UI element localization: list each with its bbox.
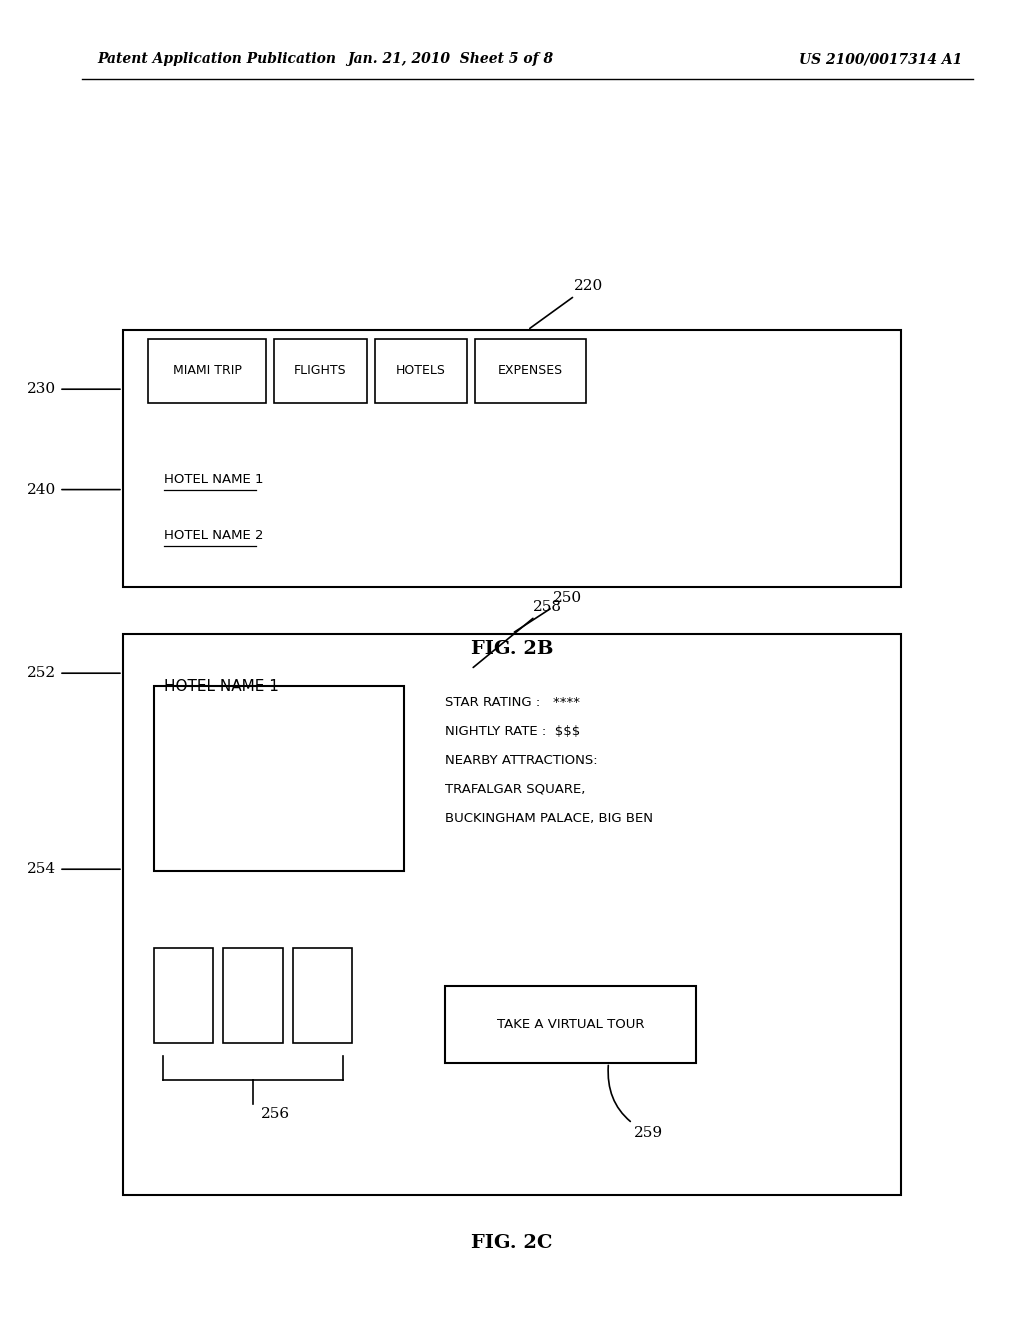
Text: NEARBY ATTRACTIONS:: NEARBY ATTRACTIONS: — [445, 754, 598, 767]
Bar — [274, 339, 367, 403]
Text: 256: 256 — [261, 1107, 290, 1121]
Text: FLIGHTS: FLIGHTS — [294, 364, 347, 378]
Text: 230: 230 — [28, 383, 120, 396]
Text: 254: 254 — [28, 862, 120, 876]
Text: HOTELS: HOTELS — [396, 364, 445, 378]
Text: TAKE A VIRTUAL TOUR: TAKE A VIRTUAL TOUR — [497, 1018, 645, 1031]
Text: 259: 259 — [608, 1065, 664, 1140]
Bar — [123, 634, 901, 1195]
Text: HOTEL NAME 1: HOTEL NAME 1 — [164, 473, 263, 486]
Text: TRAFALGAR SQUARE,: TRAFALGAR SQUARE, — [445, 783, 586, 796]
Text: US 2100/0017314 A1: US 2100/0017314 A1 — [799, 53, 962, 66]
Bar — [375, 339, 467, 403]
Text: Jan. 21, 2010  Sheet 5 of 8: Jan. 21, 2010 Sheet 5 of 8 — [347, 53, 554, 66]
Bar — [123, 330, 901, 587]
Text: STAR RATING :   ****: STAR RATING : **** — [445, 696, 581, 709]
Text: 252: 252 — [28, 667, 120, 680]
Bar — [154, 686, 404, 871]
Text: FIG. 2B: FIG. 2B — [471, 640, 553, 659]
Text: 250: 250 — [514, 590, 582, 632]
Bar — [475, 339, 586, 403]
Text: FIG. 2C: FIG. 2C — [471, 1234, 553, 1253]
Text: 240: 240 — [27, 483, 120, 496]
Text: BUCKINGHAM PALACE, BIG BEN: BUCKINGHAM PALACE, BIG BEN — [445, 812, 653, 825]
Bar — [148, 339, 266, 403]
Bar — [223, 948, 283, 1043]
Text: HOTEL NAME 2: HOTEL NAME 2 — [164, 529, 263, 543]
Text: NIGHTLY RATE :  $$$: NIGHTLY RATE : $$$ — [445, 725, 581, 738]
Bar — [154, 948, 213, 1043]
Text: HOTEL NAME 1: HOTEL NAME 1 — [164, 678, 279, 694]
Text: 258: 258 — [473, 599, 561, 668]
Text: 220: 220 — [529, 279, 603, 329]
Bar — [293, 948, 352, 1043]
Text: EXPENSES: EXPENSES — [498, 364, 563, 378]
Text: MIAMI TRIP: MIAMI TRIP — [173, 364, 242, 378]
Bar — [445, 986, 696, 1063]
Text: Patent Application Publication: Patent Application Publication — [97, 53, 336, 66]
